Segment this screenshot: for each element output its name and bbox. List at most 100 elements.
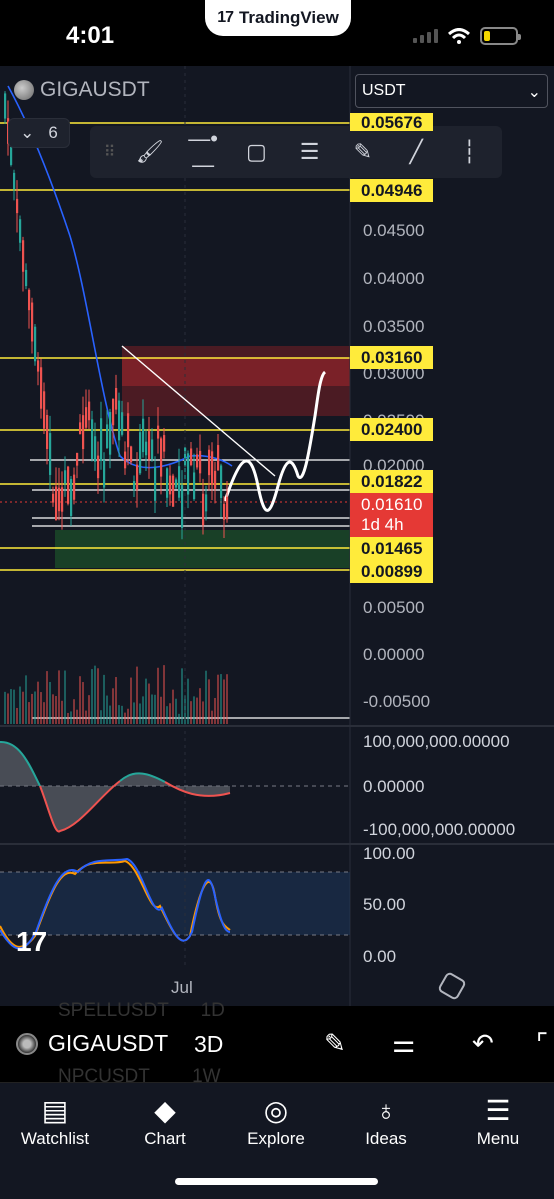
candlesticks (4, 91, 229, 540)
candle-body (13, 172, 16, 190)
fullscreen-icon[interactable]: ⌜ (536, 1028, 549, 1058)
chart-canvas[interactable]: 17 (0, 66, 554, 1006)
volume-bar (118, 705, 120, 724)
trend-line-icon[interactable]: ╱ (409, 139, 423, 164)
coin-logo-icon (14, 80, 34, 100)
candle-body (154, 466, 157, 501)
candle-body (49, 433, 52, 475)
currency-select[interactable]: USDT ⌄ (355, 74, 548, 108)
symbol-search-button[interactable]: GIGAUSDT (16, 1030, 168, 1057)
candle-body (73, 474, 76, 500)
lines-icon[interactable]: ☰ (299, 139, 320, 164)
volume-bar (142, 696, 144, 724)
candle-body (157, 425, 160, 439)
candle-body (34, 326, 37, 362)
volume-bar (82, 682, 84, 724)
menu-icon: ☰ (485, 1095, 511, 1126)
bar-countdown: 1d 4h (361, 515, 404, 534)
volume-bar (217, 674, 219, 724)
volume-bar (73, 699, 75, 724)
battery-icon (480, 27, 521, 45)
volume-bar (22, 691, 24, 724)
volume-bar (91, 669, 93, 724)
candle-body (88, 401, 91, 421)
tv-watermark-icon: 17 (16, 926, 47, 957)
candle-body (28, 289, 31, 311)
level-tag[interactable]: 0.04946 (350, 179, 434, 202)
volume-bar (208, 679, 210, 724)
volume-bar (148, 683, 150, 724)
chevron-down-icon: ⌄ (20, 123, 35, 142)
app-pill[interactable]: 17 TradingView (205, 0, 351, 36)
last-price-value: 0.01610 (361, 495, 423, 514)
candle-body (226, 496, 229, 520)
level-tag[interactable]: 0.01465 (350, 537, 434, 560)
tab-ideas[interactable]: ♁ Ideas (331, 1093, 441, 1149)
volume-bar (13, 689, 15, 724)
volume-bar (67, 712, 69, 724)
stoch-axis-label: 0.00 (363, 947, 397, 966)
level-tag[interactable]: 0.03160 (350, 346, 434, 369)
candle-body (106, 424, 109, 448)
draw-icon[interactable]: ✎ (324, 1028, 346, 1058)
candle-body (172, 475, 175, 507)
drag-handle-icon[interactable]: ⠿ (103, 144, 116, 161)
level-tag[interactable]: 0.01822 (350, 470, 434, 493)
volume-bar (130, 677, 132, 724)
indicators-icon[interactable]: ⚌ (392, 1028, 416, 1058)
price-axis-label: 0.00500 (363, 598, 425, 617)
volume-bar (64, 670, 66, 724)
volume-bar (37, 681, 39, 724)
volume-bar (199, 688, 201, 724)
tab-chart[interactable]: ◆ Chart (110, 1093, 220, 1149)
candle-body (82, 415, 85, 450)
white-levels (30, 459, 350, 719)
level-tag[interactable]: 0.05676 (350, 113, 434, 131)
volume-bar (214, 698, 216, 724)
collapse-indicators-button[interactable]: ⌄ 6 (8, 118, 70, 148)
highlighter-icon[interactable]: ✎ (353, 139, 373, 164)
indicator-count: 6 (48, 123, 58, 142)
chevron-down-icon: ⌄ (527, 84, 541, 101)
volume-bar (31, 693, 33, 724)
candle-body (109, 412, 112, 455)
undo-icon[interactable]: ↶ (472, 1028, 494, 1058)
level-tag[interactable]: 0.02400 (350, 418, 434, 441)
tab-explore[interactable]: ◎ Explore (221, 1093, 331, 1149)
vertical-line-icon[interactable]: ┆ (462, 139, 476, 164)
volume-bar (160, 696, 162, 724)
tab-menu[interactable]: ☰ Menu (443, 1093, 553, 1149)
tab-watchlist[interactable]: ▤ Watchlist (0, 1093, 110, 1149)
volume-bar (94, 665, 96, 724)
tab-label: Watchlist (20, 1129, 90, 1148)
candle-body (202, 493, 205, 526)
volume-bar (46, 671, 48, 724)
horizontal-line-icon[interactable]: —•— (188, 126, 218, 177)
coin-logo-icon (16, 1032, 38, 1055)
volume-bar (187, 678, 189, 724)
brush-icon[interactable]: 🖌 (135, 139, 164, 164)
price-axis-label: 0.04000 (363, 269, 425, 288)
volume-bar (139, 703, 141, 724)
interval-button[interactable]: 3D (194, 1031, 224, 1057)
rectangle-icon[interactable]: ▢ (245, 139, 267, 164)
candle-body (121, 412, 124, 435)
volume-bar (190, 701, 192, 724)
chart-symbol[interactable]: GIGAUSDT (14, 78, 150, 102)
candle-body (142, 418, 145, 453)
last-price-tag[interactable]: 0.01610 1d 4h (350, 493, 434, 537)
volume-bar (40, 692, 42, 724)
volume-bar (181, 668, 183, 724)
volume-bar (124, 712, 126, 724)
volume-bar (43, 702, 45, 724)
chart-area[interactable]: 17 GIGAUSDT ⌄ 6 USDT ⌄ ⠿ 🖌 —•— ▢ ☰ ✎ ╱ ┆… (0, 66, 554, 1006)
volume-bar (172, 689, 174, 724)
candle-body (160, 438, 163, 477)
candle-body (199, 450, 202, 474)
candle-body (40, 367, 43, 409)
chart-symbol-text: GIGAUSDT (40, 78, 150, 101)
tab-label: Ideas (365, 1129, 407, 1148)
level-tag[interactable]: 0.00899 (350, 560, 434, 583)
candle-body (124, 451, 127, 469)
volume-bar (166, 706, 168, 724)
